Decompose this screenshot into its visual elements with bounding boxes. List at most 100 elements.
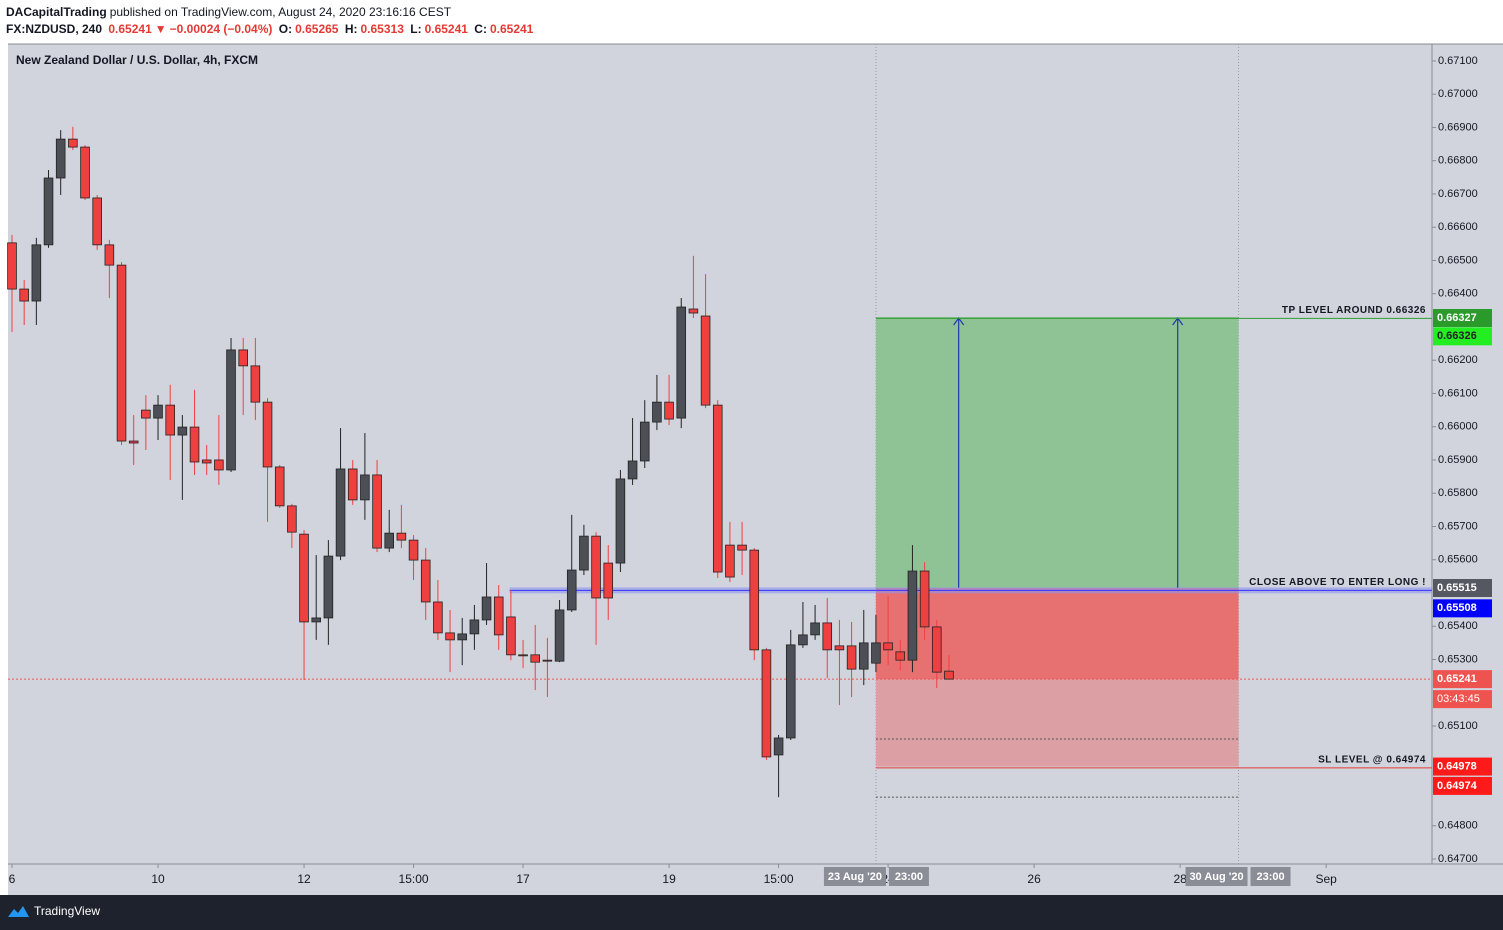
candle-body [141, 409, 151, 419]
target-tag [1433, 308, 1492, 327]
candle-body [68, 138, 78, 148]
y-tick-label: 0.66100 [1438, 387, 1478, 399]
y-tick-label: 0.67000 [1438, 88, 1478, 100]
y-tick-label: 0.65100 [1438, 720, 1478, 732]
candle-body [274, 466, 285, 507]
candle-body [700, 315, 711, 406]
last-tag [1433, 670, 1492, 689]
y-tick-label: 0.66800 [1438, 155, 1478, 167]
candle-body [226, 349, 236, 471]
x-tick-label: Sep [1315, 872, 1337, 886]
c-label: C: [474, 22, 487, 36]
tp-tag-label: 0.66326 [1437, 330, 1477, 342]
candle-body [907, 570, 918, 661]
candle-body [883, 642, 893, 651]
header-line-2: FX:NZDUSD, 240 0.65241 ▼ −0.00024 (−0.04%)… [6, 21, 536, 38]
candle-body [676, 306, 687, 419]
published: published on TradingView.com, August 24,… [109, 5, 452, 19]
last-tag-label: 0.65241 [1437, 673, 1477, 685]
logo [8, 906, 29, 917]
candle-body [919, 570, 930, 628]
candle-body [895, 651, 906, 661]
candle-body [347, 468, 358, 501]
candle-body [323, 555, 334, 619]
candle-body [177, 426, 188, 436]
line-tag-label: 0.65508 [1437, 602, 1477, 614]
candle-body [749, 549, 760, 651]
y-tick-label: 0.64800 [1438, 820, 1478, 832]
candle-body [785, 644, 796, 739]
time-tag-label: 30 Aug '20 [1189, 871, 1243, 883]
chart-title: New Zealand Dollar / U.S. Dollar, 4h, FX… [16, 53, 258, 67]
candle-body [55, 138, 66, 179]
level-label: TP LEVEL AROUND 0.66326 [1282, 305, 1426, 316]
candle-body [834, 645, 845, 651]
candle-body [201, 459, 212, 464]
candle-body [420, 559, 431, 603]
x-tick-label: 15:00 [764, 872, 794, 886]
y-tick-label: 0.65600 [1438, 554, 1478, 566]
symbol: FX:NZDUSD, 240 [6, 22, 103, 36]
candle-body [566, 569, 577, 611]
y-tick-label: 0.66600 [1438, 221, 1478, 233]
candle-body [457, 633, 468, 641]
candle-body [445, 632, 455, 641]
change: −0.00024 (−0.04%) [169, 22, 273, 36]
candle-body [931, 626, 942, 673]
footer [0, 895, 1503, 930]
candle-body [299, 533, 309, 623]
entry-tag-label: 0.65515 [1437, 582, 1477, 594]
candle-body [493, 596, 504, 636]
candle-body [773, 737, 784, 756]
candle-body [92, 197, 102, 246]
time-tag [823, 867, 886, 886]
header: DACapitalTrading published on TradingView… [6, 4, 536, 38]
candle-body [652, 401, 662, 423]
candle-body [506, 616, 516, 656]
time-tag [1250, 867, 1291, 886]
candle-body [238, 349, 248, 367]
sl-tag-label: 0.64974 [1437, 780, 1478, 792]
candle-body [615, 478, 626, 564]
time-tag-label: 23 Aug '20 [828, 871, 882, 883]
candle-body [384, 532, 394, 549]
level-label: CLOSE ABOVE TO ENTER LONG ! [1249, 577, 1426, 588]
stop-progress [875, 588, 1239, 680]
y-tick-label: 0.66500 [1438, 254, 1478, 266]
x-tick-label: 28 [1173, 872, 1187, 886]
y-tick-label: 0.66700 [1438, 188, 1478, 200]
l-label: L: [410, 22, 422, 36]
candle-body [433, 601, 443, 634]
candle-body [189, 426, 200, 463]
y-tick-label: 0.66000 [1438, 421, 1478, 433]
candle-body [31, 244, 42, 302]
candle-body [664, 401, 674, 420]
candle-body [104, 244, 115, 266]
x-tick-label: 12 [297, 872, 311, 886]
candle-body [688, 308, 699, 314]
last-price: 0.65241 [108, 22, 152, 36]
time-tag-label: 23:00 [1256, 871, 1284, 883]
candle-body [603, 562, 614, 599]
candle-body [725, 544, 735, 578]
line-tag [1433, 599, 1492, 618]
candle-body [737, 544, 747, 551]
candle-body [396, 532, 407, 541]
tp-tag [1433, 327, 1492, 346]
candle-body [469, 619, 480, 635]
candle-body [639, 421, 650, 462]
candle-body [335, 468, 346, 557]
candle-body [518, 654, 528, 657]
x-tick-label: 6 [9, 872, 16, 886]
x-tick-label: 17 [516, 872, 530, 886]
time-tag-label: 23:00 [895, 871, 923, 883]
candle-body [627, 460, 638, 480]
o-label: O: [278, 22, 293, 36]
candle-body [798, 634, 808, 646]
y-tick-label: 0.66400 [1438, 288, 1478, 300]
countdown-tag [1433, 690, 1492, 709]
candle-body [262, 401, 273, 468]
l-value: 0.65241 [424, 22, 468, 36]
y-tick-label: 0.65900 [1438, 454, 1478, 466]
